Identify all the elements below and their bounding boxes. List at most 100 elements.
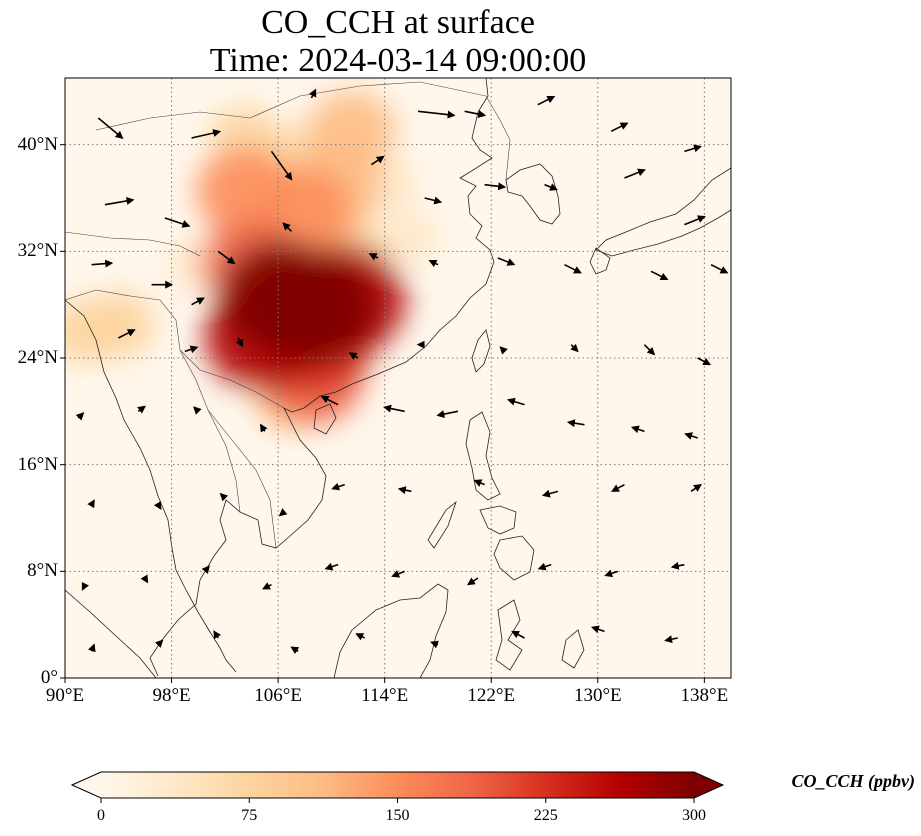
wind-arrow [104, 197, 135, 206]
wind-arrow [348, 352, 359, 360]
colorbar-ticks [100, 798, 695, 803]
wind-arrow [604, 569, 619, 578]
wind-arrow [428, 259, 439, 268]
wind-arrow [213, 630, 221, 640]
wind-arrow [684, 144, 702, 153]
wind-arrow [590, 625, 605, 634]
wind-arrow [290, 646, 300, 655]
wind-arrow [611, 483, 625, 492]
wind-arrow [320, 395, 339, 406]
wind-arrow [684, 215, 706, 226]
wind-arrow [670, 561, 685, 570]
wind-arrow [464, 110, 487, 119]
lon-label: 122°E [467, 685, 516, 706]
sulawesi-coastline [495, 599, 523, 671]
map-title: CO_CCH at surface [261, 4, 535, 41]
wind-arrow [217, 250, 236, 265]
map-time-subtitle: Time: 2024-03-14 09:00:00 [209, 42, 587, 79]
wind-arrow [436, 410, 459, 419]
kyushu-coastline [589, 247, 611, 275]
wind-arrow [153, 501, 162, 511]
wind-arrow [466, 577, 479, 586]
wind-arrow [499, 346, 508, 355]
co-plume-region [219, 239, 345, 354]
wind-arrow [544, 183, 559, 191]
co-plume-region [81, 290, 156, 359]
colorbar-tick-label: 150 [385, 807, 410, 824]
wind-arrow [154, 639, 164, 649]
colorbar-extend-high [694, 772, 723, 798]
palawan-coastline [427, 500, 457, 549]
wind-arrow [610, 122, 629, 133]
hainan-coastline [313, 403, 337, 435]
wind-arrow [140, 574, 149, 584]
wind-arrow [219, 492, 229, 502]
colorbar-extend-low [72, 772, 101, 798]
wind-vectors [75, 88, 729, 655]
mindanao-coastline [493, 535, 535, 581]
wind-arrow [424, 196, 443, 205]
halmahera-coastline [561, 629, 585, 669]
wind-arrow [650, 270, 669, 281]
wind-arrow [391, 570, 405, 578]
wind-arrow [697, 357, 712, 366]
lat-label: 24°N [17, 347, 58, 368]
wind-arrow [75, 412, 85, 421]
lon-label: 130°E [573, 685, 622, 706]
wind-arrow [630, 425, 645, 434]
wind-arrow [324, 562, 339, 571]
wind-arrow [497, 257, 516, 266]
lat-label: 40°N [17, 133, 58, 155]
luzon-coastline [465, 411, 501, 501]
wind-arrow [473, 479, 485, 487]
korea-coastline [505, 163, 561, 225]
wind-arrow [201, 565, 210, 575]
lon-label: 114°E [361, 685, 409, 706]
wind-arrow [710, 263, 729, 274]
wind-arrow [308, 88, 317, 99]
wind-arrow [417, 110, 456, 119]
lon-label: 98°E [152, 685, 191, 706]
wind-arrow [262, 582, 272, 590]
wind-arrow [368, 253, 379, 261]
wind-arrow [193, 406, 202, 415]
wind-arrow [259, 423, 268, 433]
colorbar-tick-label: 300 [682, 807, 706, 824]
wind-arrow [235, 337, 243, 348]
taiwan-coastline [471, 329, 491, 373]
wind-arrow [690, 484, 702, 492]
lon-label: 106°E [254, 685, 302, 706]
visayas-coastline [479, 505, 517, 535]
colorbar-tick-label: 225 [533, 807, 558, 824]
lon-label: 90°E [45, 685, 85, 706]
wind-arrow [564, 263, 582, 274]
wind-arrow [91, 259, 114, 268]
co-concentration-field [65, 90, 623, 434]
wind-arrow [282, 222, 293, 232]
wind-arrow [117, 329, 136, 339]
wind-arrow [537, 95, 556, 106]
wind-arrow [278, 508, 288, 517]
country-borders [65, 81, 511, 549]
wind-arrow [537, 562, 552, 571]
colorbar-tick-label: 75 [241, 807, 258, 824]
wind-arrow [88, 643, 96, 653]
wind-arrow [191, 297, 205, 306]
myanmar-coastline [65, 299, 177, 571]
wind-arrow [184, 345, 199, 354]
lat-label: 32°N [17, 240, 58, 262]
colorbar-label: CO_CCH (ppbv) [791, 771, 916, 791]
wind-arrow [87, 499, 95, 509]
gridlines [65, 78, 731, 678]
wind-arrow [664, 635, 678, 644]
co-plume-region [382, 211, 441, 265]
wind-arrow [511, 630, 525, 639]
wind-arrow [383, 404, 405, 413]
map-frame [64, 77, 732, 679]
wind-arrow [370, 155, 385, 166]
wind-arrow [643, 344, 656, 356]
malay-coastline [175, 569, 237, 673]
colorbar-tick-label: 0 [97, 807, 105, 824]
wind-arrow [97, 117, 124, 140]
